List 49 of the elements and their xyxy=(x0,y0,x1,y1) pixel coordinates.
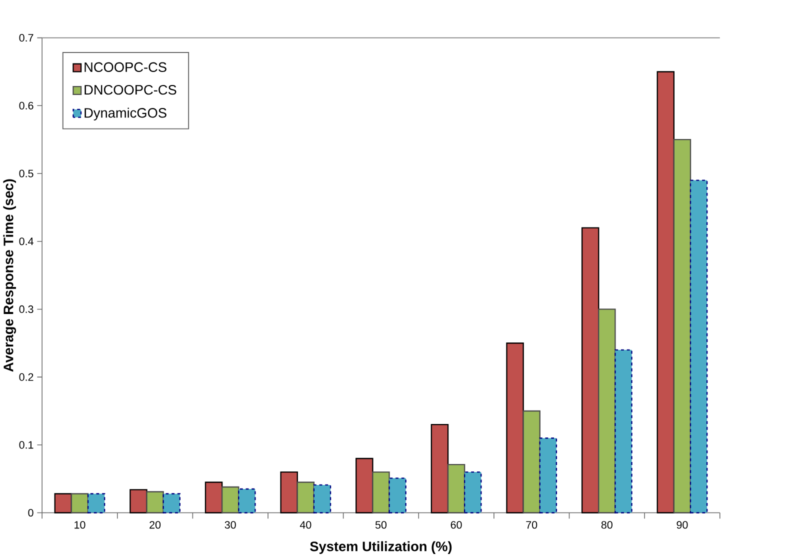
y-tick-label: 0 xyxy=(28,508,34,516)
bar xyxy=(204,482,223,514)
bar xyxy=(581,227,600,514)
bar xyxy=(690,180,708,514)
bar xyxy=(130,489,148,514)
bar xyxy=(70,493,89,514)
bar xyxy=(506,342,524,514)
y-tick-label: 0.4 xyxy=(19,237,34,246)
bar xyxy=(430,424,449,514)
bar xyxy=(372,471,390,514)
legend-label: DynamicGOS xyxy=(84,108,166,120)
bar xyxy=(522,410,540,514)
y-tick-label: 0.5 xyxy=(19,170,34,178)
x-tick-label: 50 xyxy=(375,521,387,529)
x-tick-label: 70 xyxy=(526,521,538,529)
bar xyxy=(221,486,240,514)
bar xyxy=(146,491,164,514)
y-tick-label: 0.6 xyxy=(19,102,34,110)
bar xyxy=(598,308,616,514)
y-tick-label: 0.1 xyxy=(19,441,34,449)
x-tick-label: 80 xyxy=(601,521,612,529)
y-axis-title: Average Response Time (sec) xyxy=(3,179,16,372)
bar xyxy=(656,71,675,514)
bar xyxy=(280,471,298,514)
x-tick-label: 90 xyxy=(676,521,688,529)
bar xyxy=(54,493,72,514)
bar xyxy=(539,437,558,514)
bar xyxy=(356,458,374,514)
bar xyxy=(447,464,466,514)
legend-label: DNCOOPC-CS xyxy=(84,84,176,95)
bar xyxy=(87,493,106,514)
bar xyxy=(313,484,332,514)
x-tick-label: 20 xyxy=(150,521,161,529)
bar xyxy=(162,493,180,514)
x-tick-label: 30 xyxy=(224,521,236,529)
y-tick-label: 0.2 xyxy=(19,373,34,381)
bar xyxy=(388,477,406,514)
x-tick-label: 40 xyxy=(300,521,312,529)
x-tick-label: 60 xyxy=(450,521,462,529)
bar xyxy=(238,488,256,514)
bar xyxy=(614,349,632,514)
legend-label: NCOOPC-CS xyxy=(84,62,166,72)
bar xyxy=(296,482,315,514)
x-tick-label: 10 xyxy=(74,521,86,529)
bar xyxy=(464,471,482,514)
x-axis-title: System Utilization (%) xyxy=(310,541,452,554)
bar xyxy=(673,138,692,514)
y-tick-label: 0.7 xyxy=(19,34,34,42)
y-tick-label: 0.3 xyxy=(19,305,34,313)
